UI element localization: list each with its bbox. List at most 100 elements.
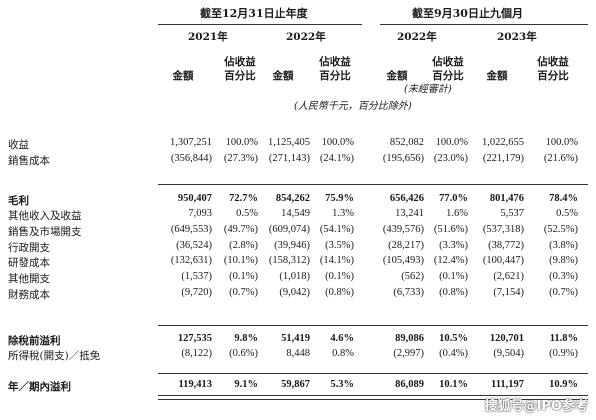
table-cell: (3.3%) bbox=[439, 240, 468, 251]
col-header-percent-line1: 佔收益 bbox=[224, 56, 256, 68]
nine-month-header-rule bbox=[380, 24, 588, 25]
table-cell: (52.5%) bbox=[543, 224, 578, 235]
table-cell: (38,772) bbox=[488, 240, 524, 251]
col-header-percent-line1: 佔收益 bbox=[319, 56, 351, 68]
table-cell: 0.5% bbox=[236, 208, 258, 219]
table-cell: (10.1%) bbox=[223, 255, 258, 266]
row-label: 收益 bbox=[8, 139, 29, 151]
table-cell: (27.3%) bbox=[223, 153, 258, 164]
table-cell: 656,426 bbox=[389, 193, 424, 204]
table-cell: (1,537) bbox=[181, 271, 212, 282]
table-cell: (2.8%) bbox=[229, 240, 258, 251]
table-cell: 10.9% bbox=[549, 379, 578, 390]
col-header-percent: 佔收益 百分比 bbox=[531, 55, 575, 83]
table-cell: (3.8%) bbox=[549, 240, 578, 251]
table-cell: 127,535 bbox=[177, 333, 212, 344]
table-cell: 7,093 bbox=[188, 208, 212, 219]
col-header-amount: 金額 bbox=[386, 70, 408, 82]
year-label-2022-9m: 2022年 bbox=[397, 31, 437, 43]
table-cell: (54.1%) bbox=[319, 224, 354, 235]
table-cell: (8,122) bbox=[181, 348, 212, 359]
col-header-percent: 佔收益 百分比 bbox=[426, 55, 470, 83]
table-cell: (9.8%) bbox=[549, 255, 578, 266]
table-cell: 77.0% bbox=[439, 193, 468, 204]
table-cell: 1.3% bbox=[332, 208, 354, 219]
row-label: 毛利 bbox=[8, 195, 29, 207]
table-cell: 9.1% bbox=[234, 379, 258, 390]
col-header-percent-line2: 百分比 bbox=[224, 70, 256, 82]
subtotal-rule-2 bbox=[158, 325, 588, 326]
unit-note: (人民幣千元，百分比除外) bbox=[294, 101, 412, 112]
table-cell: (100,447) bbox=[482, 255, 524, 266]
table-cell: 10.5% bbox=[439, 333, 468, 344]
table-cell: (158,312) bbox=[268, 255, 310, 266]
total-double-rule bbox=[158, 395, 588, 400]
table-cell: (356,844) bbox=[170, 153, 212, 164]
row-label: 財務成本 bbox=[8, 289, 50, 301]
table-cell: 72.7% bbox=[229, 193, 258, 204]
table-cell: 11.8% bbox=[549, 333, 578, 344]
table-cell: 950,407 bbox=[177, 193, 212, 204]
table-cell: (6,733) bbox=[393, 287, 424, 298]
subtotal-rule-1 bbox=[158, 184, 588, 185]
table-cell: 100.0% bbox=[225, 137, 258, 148]
year-label-2023-9m: 2023年 bbox=[497, 31, 537, 43]
row-label: 行政開支 bbox=[8, 242, 50, 254]
col-header-percent-line1: 佔收益 bbox=[432, 56, 464, 68]
table-cell: (609,074) bbox=[268, 224, 310, 235]
row-label: 其他開支 bbox=[8, 273, 50, 285]
table-cell: (9,720) bbox=[181, 287, 212, 298]
col-header-percent-line2: 百分比 bbox=[537, 70, 569, 82]
table-cell: (0.9%) bbox=[549, 348, 578, 359]
table-cell: 1,125,405 bbox=[268, 137, 310, 148]
year-label-2022: 2022年 bbox=[286, 31, 326, 43]
table-cell: (49.7%) bbox=[223, 224, 258, 235]
subtotal-rule-3 bbox=[158, 373, 588, 374]
col-header-percent: 佔收益 百分比 bbox=[313, 55, 357, 83]
table-cell: (7,154) bbox=[493, 287, 524, 298]
table-cell: (14.1%) bbox=[319, 255, 354, 266]
table-cell: (1,018) bbox=[279, 271, 310, 282]
row-label: 除稅前溢利 bbox=[8, 335, 61, 347]
table-cell: (0.7%) bbox=[229, 287, 258, 298]
row-label: 其他收入及收益 bbox=[8, 210, 82, 222]
table-cell: 5.3% bbox=[330, 379, 354, 390]
table-cell: (28,217) bbox=[388, 240, 424, 251]
table-cell: 0.5% bbox=[556, 208, 578, 219]
table-cell: 100.0% bbox=[321, 137, 354, 148]
table-cell: 0.8% bbox=[332, 348, 354, 359]
table-cell: (132,631) bbox=[170, 255, 212, 266]
table-cell: 1,022,655 bbox=[482, 137, 524, 148]
table-cell: 1.6% bbox=[446, 208, 468, 219]
table-cell: 10.1% bbox=[439, 379, 468, 390]
table-cell: (105,493) bbox=[382, 255, 424, 266]
row-label: 年／期內溢利 bbox=[8, 381, 71, 393]
table-cell: (562) bbox=[401, 271, 424, 282]
table-cell: (51.6%) bbox=[433, 224, 468, 235]
table-cell: (0.4%) bbox=[439, 348, 468, 359]
table-cell: 100.0% bbox=[435, 137, 468, 148]
row-label: 銷售成本 bbox=[8, 155, 50, 167]
col-header-amount: 金額 bbox=[272, 70, 294, 82]
table-cell: (2,621) bbox=[493, 271, 524, 282]
table-cell: (0.8%) bbox=[439, 287, 468, 298]
table-cell: 801,476 bbox=[489, 193, 524, 204]
table-cell: (0.1%) bbox=[229, 271, 258, 282]
table-cell: 120,701 bbox=[489, 333, 524, 344]
table-cell: (0.7%) bbox=[549, 287, 578, 298]
table-cell: 89,086 bbox=[395, 333, 424, 344]
table-cell: (0.1%) bbox=[325, 271, 354, 282]
row-label: 所得稅(開支)／抵免 bbox=[8, 350, 101, 362]
table-cell: (0.6%) bbox=[229, 348, 258, 359]
table-cell: (271,143) bbox=[268, 153, 310, 164]
table-cell: (9,504) bbox=[493, 348, 524, 359]
row-label: 銷售及市場開支 bbox=[8, 226, 82, 238]
unaudited-note: (未經審計) bbox=[404, 84, 452, 95]
col-header-percent-line2: 百分比 bbox=[319, 70, 351, 82]
table-cell: 1,307,251 bbox=[170, 137, 212, 148]
table-cell: 852,082 bbox=[389, 137, 424, 148]
year-label-2021: 2021年 bbox=[188, 31, 228, 43]
table-cell: 9.8% bbox=[234, 333, 258, 344]
table-cell: 854,262 bbox=[275, 193, 310, 204]
table-cell: (36,524) bbox=[176, 240, 212, 251]
